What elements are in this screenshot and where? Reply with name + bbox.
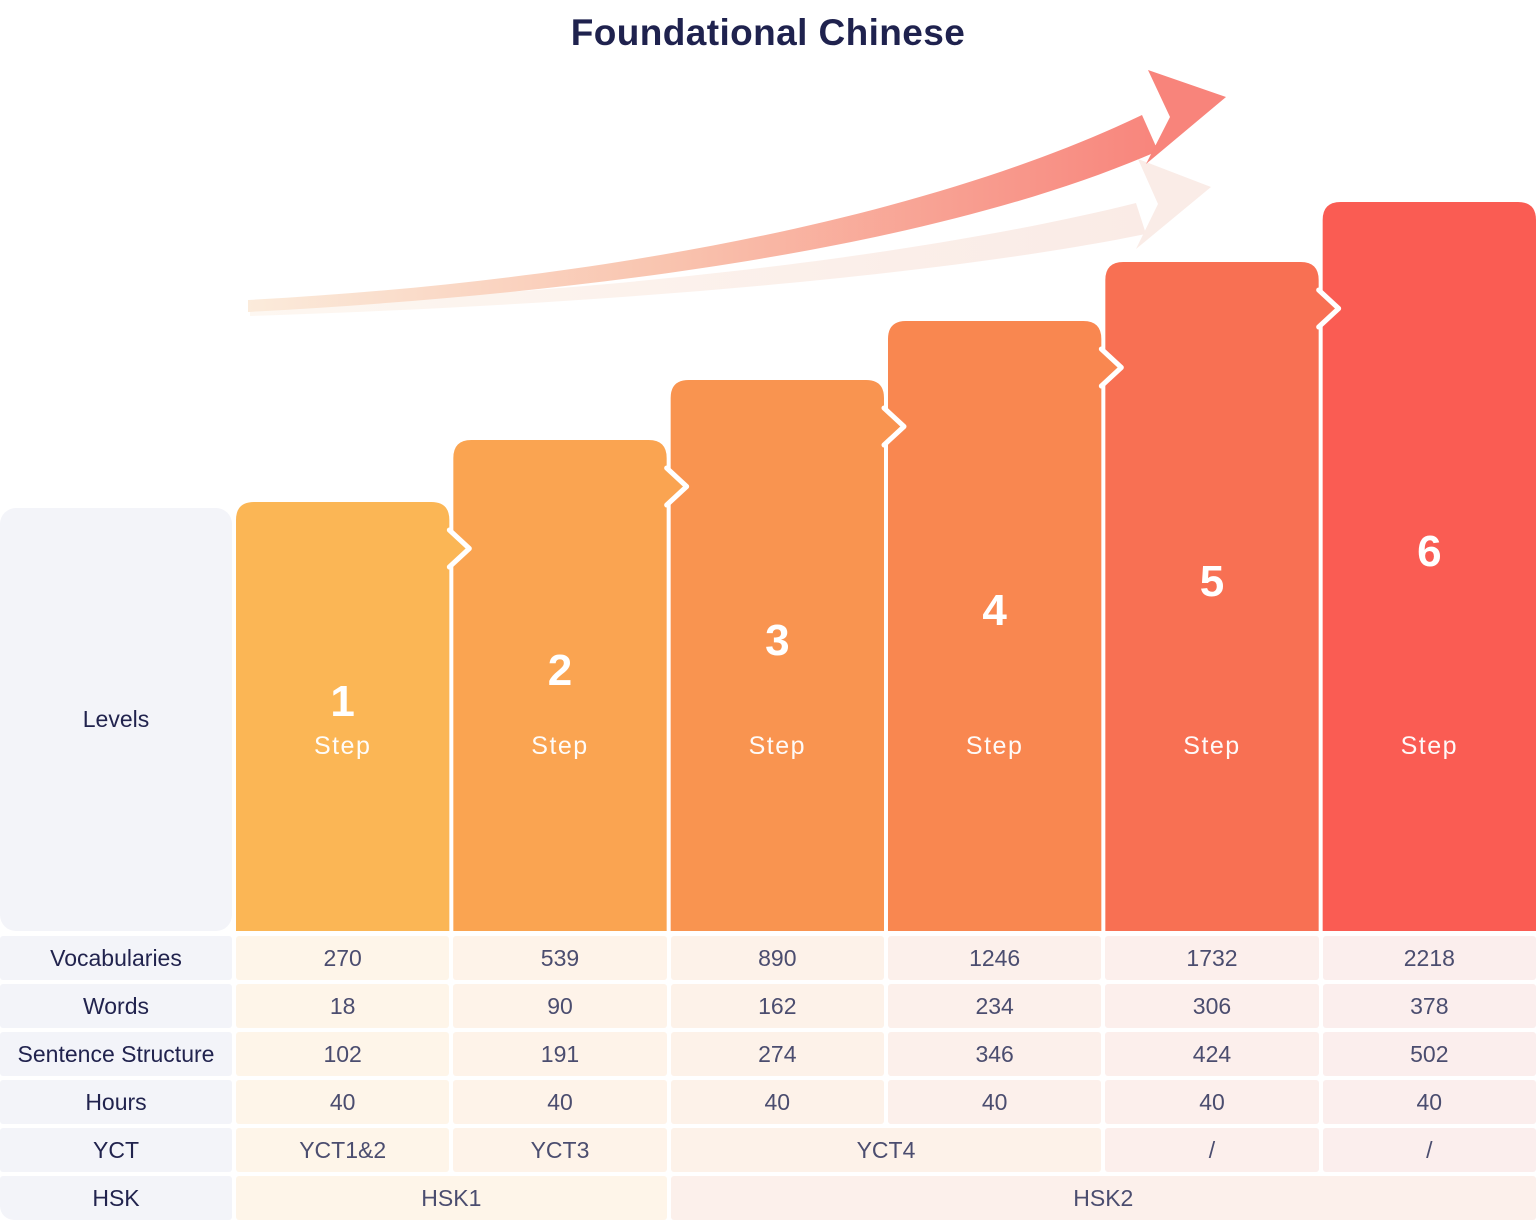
row-label-yct: YCT [0, 1128, 232, 1172]
bar-step-4 [887, 321, 1122, 931]
table-cell: 306 [1105, 984, 1319, 1028]
table-cell: YCT1&2 [236, 1128, 450, 1172]
bar-number-3: 3 [765, 615, 790, 665]
bar-step-3 [670, 380, 904, 931]
table-cell: 346 [887, 1032, 1102, 1076]
table-cell: 90 [453, 984, 667, 1028]
bar-step-label-2: Step [531, 732, 589, 760]
bar-step-5 [1105, 262, 1339, 931]
bar-number-2: 2 [547, 645, 573, 695]
table-cell: 18 [236, 984, 450, 1028]
bar-divider-chevron-2 [664, 465, 690, 508]
table-cell: 1246 [887, 936, 1102, 980]
bar-step-label-4: Step [965, 732, 1024, 760]
table-cell: 502 [1322, 1032, 1536, 1076]
table-cell: 40 [1105, 1080, 1319, 1124]
bar-divider-chevron-3 [881, 405, 907, 448]
table-cell: 191 [453, 1032, 667, 1076]
growth-arrow-ghost-head [1136, 159, 1211, 249]
bar-divider-chevron-1 [446, 527, 472, 570]
bar-divider-chevron-4 [1098, 346, 1124, 389]
bar-number-6: 6 [1417, 526, 1442, 576]
growth-arrow [248, 70, 1226, 312]
row-label-words: Words [0, 984, 232, 1028]
table-cell: 270 [236, 936, 450, 980]
row-label-hours: Hours [0, 1080, 232, 1124]
levels-table: Vocabularies 270 539 890 1246 1732 2218 Words 18… [0, 936, 1536, 1220]
table-cell: / [1322, 1128, 1536, 1172]
bar-step-label-6: Step [1400, 732, 1459, 760]
row-label-sentence-structure: Sentence Structure [0, 1032, 232, 1076]
table-cell: 40 [670, 1080, 884, 1124]
table-cell: 40 [236, 1080, 450, 1124]
chart-title: Foundational Chinese [570, 12, 966, 53]
table-cell: 1732 [1105, 936, 1319, 980]
levels-panel: Levels [0, 508, 232, 931]
bar-number-5: 5 [1199, 556, 1225, 606]
table-cell: 539 [453, 936, 667, 980]
table-cell: 162 [670, 984, 884, 1028]
bar-step-label-5: Step [1183, 732, 1241, 760]
bar-divider-chevron-5 [1316, 287, 1342, 330]
bar-step-6 [1322, 202, 1536, 931]
table-cell: 102 [236, 1032, 450, 1076]
step-bars [236, 202, 1536, 931]
table-cell: YCT4 [670, 1128, 1102, 1172]
row-label-hsk: HSK [0, 1176, 232, 1220]
table-cell: 40 [453, 1080, 667, 1124]
row-label-vocabularies: Vocabularies [0, 936, 232, 980]
growth-arrow-head [1146, 70, 1226, 164]
levels-label: Levels [82, 706, 150, 732]
bar-step-2 [453, 440, 687, 931]
table-cell: HSK2 [670, 1176, 1536, 1220]
bar-step-label-3: Step [748, 732, 807, 760]
bar-step-1 [236, 502, 470, 931]
table-cell: 40 [1322, 1080, 1536, 1124]
table-cell: 378 [1322, 984, 1536, 1028]
table-cell: / [1105, 1128, 1319, 1172]
table-cell: 40 [887, 1080, 1102, 1124]
table-cell: HSK1 [236, 1176, 667, 1220]
bar-number-1: 1 [330, 676, 355, 726]
bar-step-label-1: Step [313, 732, 372, 760]
table-cell: 274 [670, 1032, 884, 1076]
table-cell: YCT3 [453, 1128, 667, 1172]
table-cell: 424 [1105, 1032, 1319, 1076]
table-cell: 234 [887, 984, 1102, 1028]
table-cell: 890 [670, 936, 884, 980]
table-cell: 2218 [1322, 936, 1536, 980]
bar-number-4: 4 [982, 586, 1007, 635]
